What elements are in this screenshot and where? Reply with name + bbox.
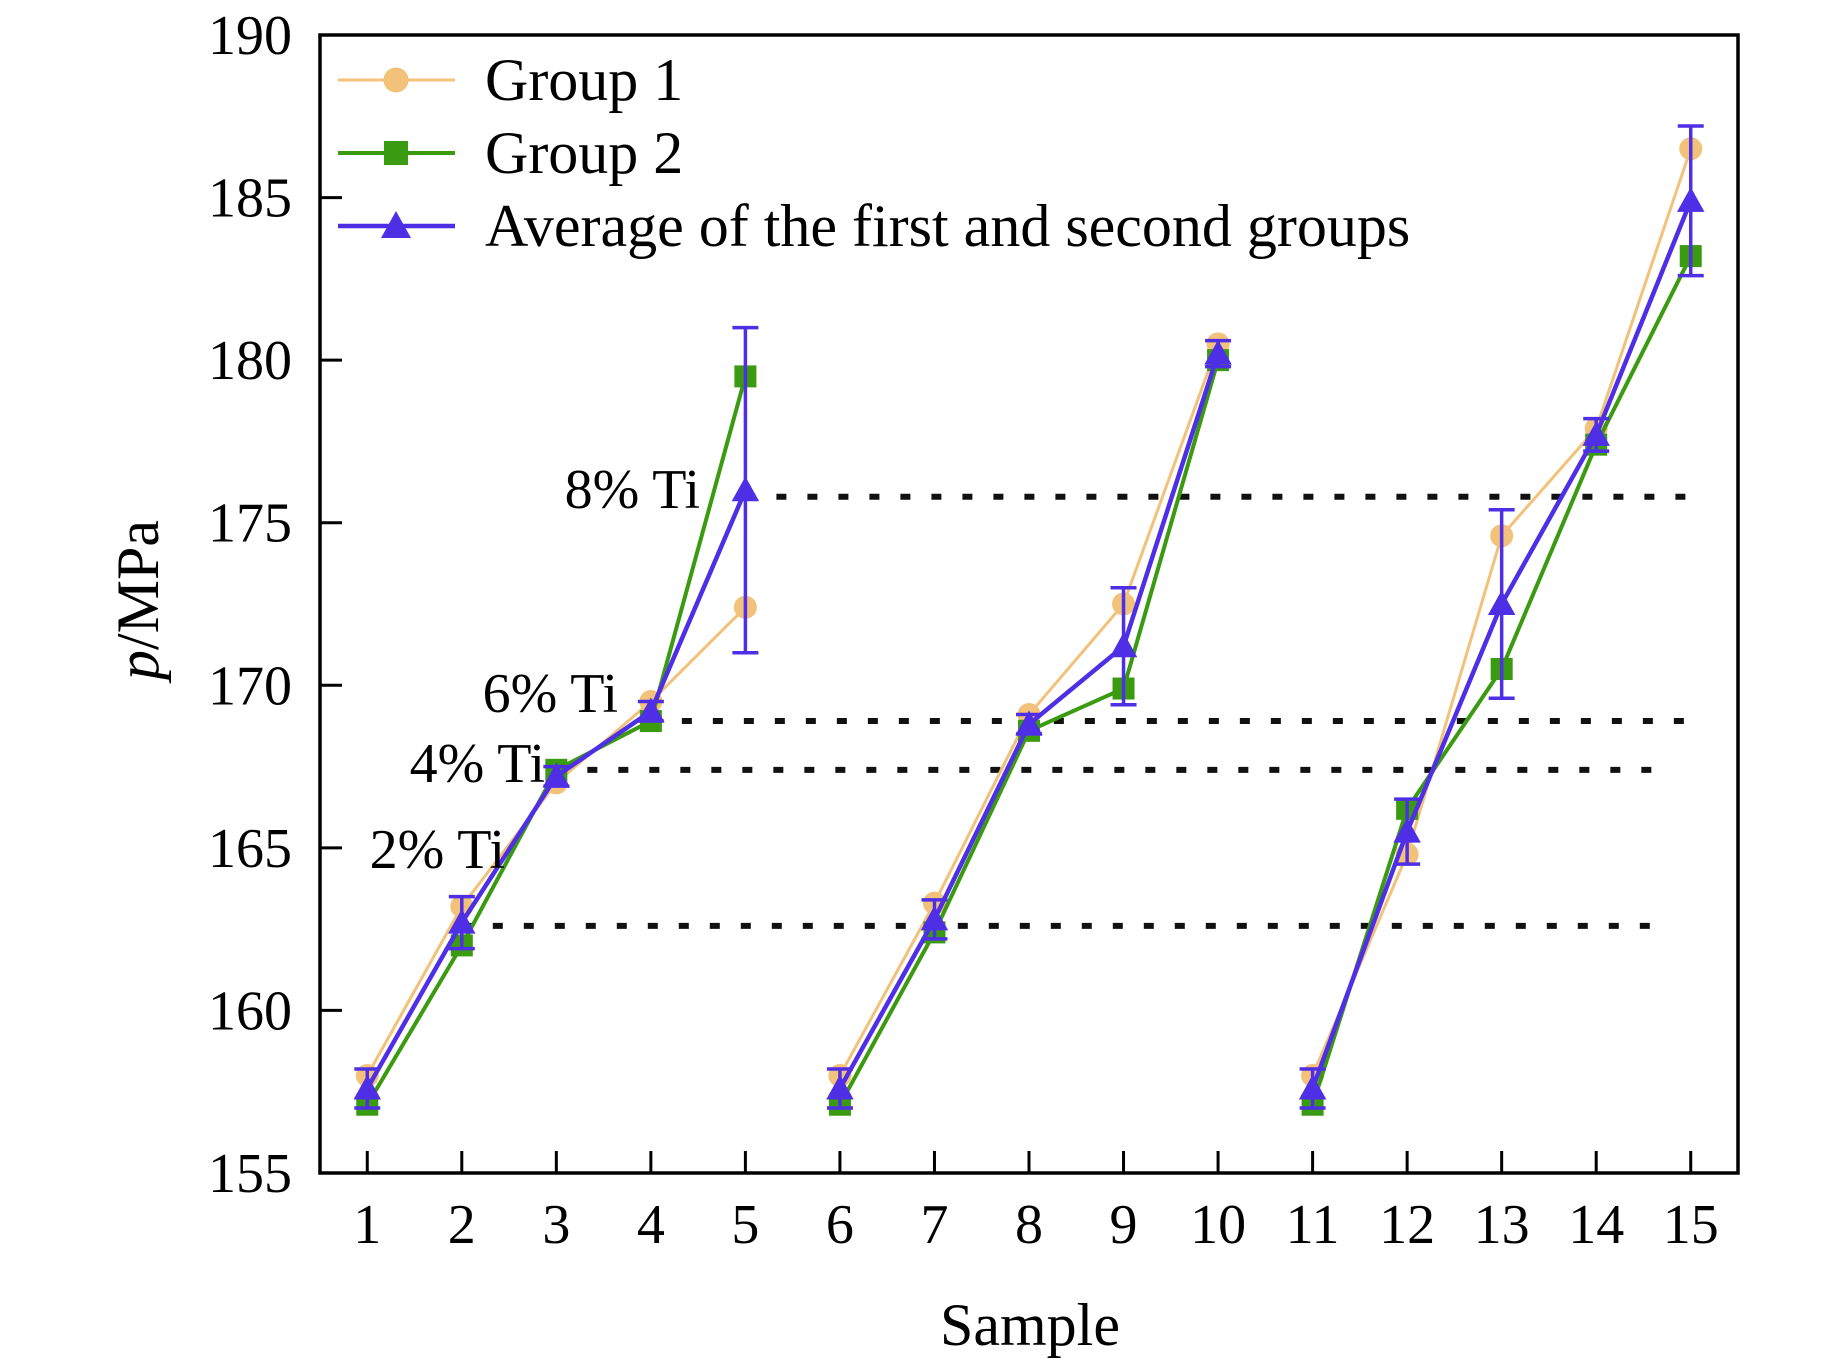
point-marker — [353, 1074, 382, 1100]
series-3 — [353, 124, 1705, 1110]
point-marker — [1676, 187, 1705, 212]
x-tick-label: 11 — [1286, 1194, 1340, 1256]
point-marker — [384, 141, 408, 165]
x-tick-label: 5 — [731, 1194, 759, 1256]
x-tick-label: 13 — [1474, 1194, 1530, 1256]
legend-label: Average of the first and second groups — [485, 193, 1410, 259]
reference-annotations: 8% Ti 6% Ti 4% Ti 2% Ti — [370, 459, 700, 881]
x-tick-label: 15 — [1663, 1194, 1719, 1256]
y-tick-label: 180 — [208, 330, 292, 392]
legend-label: Group 2 — [485, 120, 683, 186]
y-tick-label: 175 — [208, 493, 292, 555]
point-marker — [383, 67, 409, 93]
point-marker — [1393, 817, 1421, 843]
series-layer — [353, 124, 1705, 1116]
x-axis: 1 2 3 4 5 6 7 8 9 10 11 12 13 14 15 — [353, 1151, 1719, 1256]
x-tick-label: 9 — [1110, 1194, 1138, 1256]
y-axis-title-symbol: p — [105, 650, 171, 684]
point-marker — [1298, 1074, 1327, 1100]
y-tick-label: 170 — [208, 655, 292, 717]
point-marker — [1582, 421, 1610, 446]
point-marker — [826, 1074, 854, 1100]
point-marker — [1204, 339, 1232, 365]
x-tick-label: 7 — [920, 1194, 948, 1256]
reference-label: 2% Ti — [370, 819, 505, 881]
x-tick-label: 8 — [1015, 1194, 1043, 1256]
x-tick-label: 1 — [353, 1194, 381, 1256]
y-axis-title-unit: /MPa — [105, 520, 171, 650]
reference-label: 6% Ti — [483, 663, 618, 725]
reference-lines — [461, 493, 1691, 929]
reference-label: 8% Ti — [565, 459, 700, 521]
y-axis-title: p/MPa — [105, 520, 171, 684]
x-tick-label: 4 — [637, 1194, 665, 1256]
point-marker — [1109, 632, 1138, 658]
point-marker — [731, 476, 760, 502]
point-marker — [542, 762, 571, 788]
x-tick-label: 3 — [542, 1194, 570, 1256]
y-tick-label: 185 — [208, 168, 292, 230]
x-tick-label: 10 — [1190, 1194, 1246, 1256]
reference-label: 4% Ti — [410, 733, 545, 795]
point-marker — [637, 697, 665, 723]
point-marker — [448, 908, 476, 934]
x-axis-title: Sample — [940, 1292, 1120, 1358]
point-marker — [920, 905, 949, 931]
y-axis: 155 160 165 170 175 180 185 190 — [208, 5, 342, 1205]
y-tick-label: 165 — [208, 818, 292, 880]
x-tick-label: 14 — [1568, 1194, 1624, 1256]
y-tick-label: 160 — [208, 980, 292, 1042]
x-tick-label: 6 — [826, 1194, 854, 1256]
point-marker — [1015, 710, 1043, 736]
y-tick-label: 155 — [208, 1143, 292, 1205]
legend-label: Group 1 — [485, 47, 683, 113]
x-tick-label: 12 — [1379, 1194, 1435, 1256]
y-tick-label: 190 — [208, 5, 292, 67]
legend: Group 1 Group 2 Average of the first and s… — [338, 47, 1410, 259]
x-tick-label: 2 — [448, 1194, 476, 1256]
point-marker — [381, 211, 411, 238]
point-marker — [1487, 590, 1516, 615]
